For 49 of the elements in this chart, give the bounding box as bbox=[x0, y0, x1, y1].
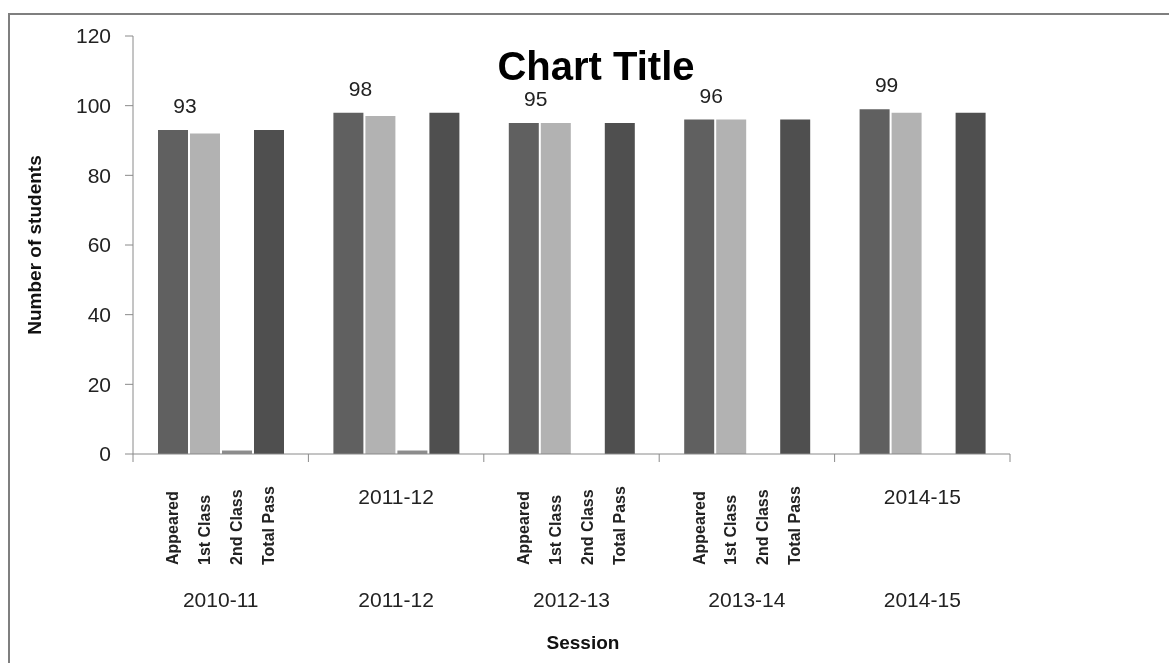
bar bbox=[891, 112, 922, 454]
text: Total Pass bbox=[259, 486, 277, 565]
text: 2014-15 bbox=[883, 484, 961, 508]
y-tick-label: 40 bbox=[87, 303, 111, 327]
y-tick-label: 120 bbox=[75, 24, 111, 48]
bar bbox=[716, 119, 747, 454]
bar bbox=[333, 112, 364, 454]
text: 2nd Class bbox=[754, 489, 772, 565]
bar bbox=[684, 119, 715, 454]
data-label: 95 bbox=[524, 87, 548, 111]
text: Appeared bbox=[164, 491, 182, 565]
text: 2nd Class bbox=[578, 489, 596, 565]
chart-title: Chart Title bbox=[497, 44, 695, 88]
x-tick-label: 2012-13 bbox=[532, 587, 611, 611]
y-tick-label: 20 bbox=[87, 372, 111, 396]
text: Appeared bbox=[515, 491, 533, 565]
data-label: 93 bbox=[173, 94, 197, 118]
text: 2011-12 bbox=[358, 484, 434, 508]
text: 1st Class bbox=[547, 494, 565, 565]
bar bbox=[158, 130, 188, 454]
y-tick-label: 60 bbox=[87, 233, 111, 257]
bar bbox=[604, 123, 635, 454]
text: Appeared bbox=[690, 491, 708, 565]
y-tick-label: 0 bbox=[99, 442, 111, 466]
text: 1st Class bbox=[196, 494, 214, 565]
y-tick-label: 100 bbox=[75, 94, 111, 118]
x-tick-label: 2011-12 bbox=[358, 587, 434, 611]
data-label: 98 bbox=[348, 76, 373, 100]
bar bbox=[955, 112, 986, 454]
text: Total Pass bbox=[786, 486, 804, 565]
bar bbox=[859, 109, 890, 454]
x-tick-label: 2010-11 bbox=[182, 587, 259, 611]
bar bbox=[429, 112, 460, 454]
bar bbox=[190, 133, 220, 454]
text: 2nd Class bbox=[228, 489, 246, 565]
bar bbox=[780, 119, 811, 454]
data-label: 96 bbox=[699, 83, 723, 107]
text: Total Pass bbox=[610, 486, 628, 565]
x-tick-label: 2013-14 bbox=[708, 587, 786, 611]
y-axis-title: Number of students bbox=[24, 155, 46, 335]
x-tick-label: 2014-15 bbox=[883, 587, 961, 611]
text: 1st Class bbox=[722, 494, 740, 565]
bar bbox=[365, 116, 396, 454]
y-tick-label: 80 bbox=[87, 163, 111, 187]
bar bbox=[540, 123, 571, 454]
data-label: 99 bbox=[874, 73, 899, 97]
x-axis-title: Session bbox=[545, 631, 621, 655]
bar bbox=[254, 130, 284, 454]
bar bbox=[508, 123, 539, 454]
